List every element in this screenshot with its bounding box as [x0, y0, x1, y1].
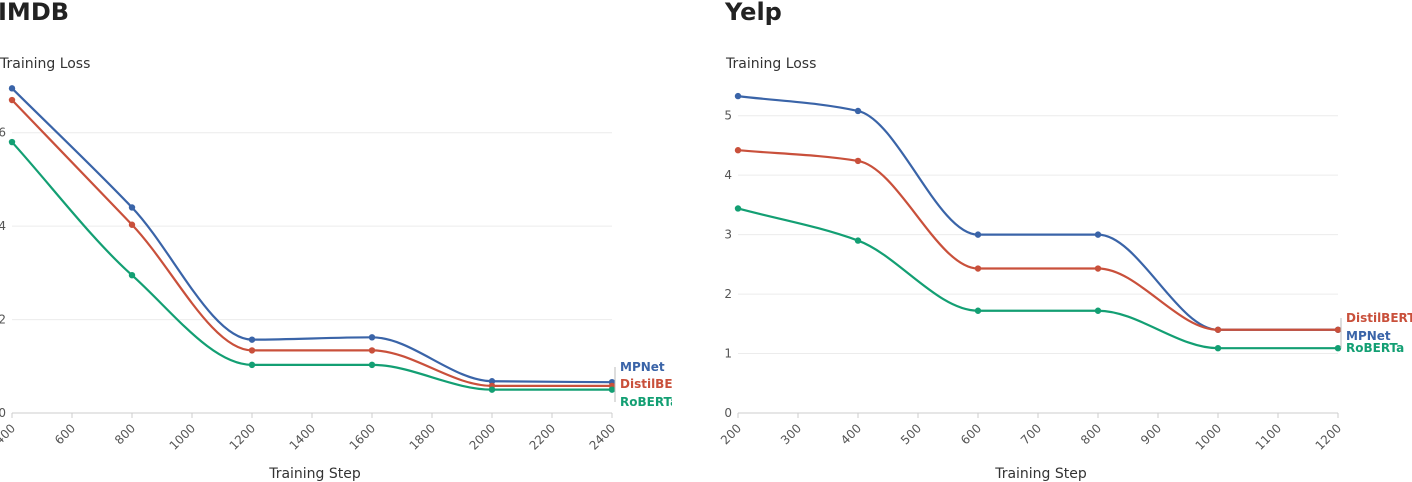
data-point-roberta — [1334, 344, 1342, 352]
imdb-chart-panel: IMDB Training Loss Training Step 0 2 4 6 400… — [0, 0, 690, 482]
legend-label-roberta: RoBERTa — [620, 395, 678, 409]
y-tick-label: 0 — [0, 406, 6, 420]
data-point-distilbert — [734, 147, 742, 154]
y-tick-label: 0 — [724, 406, 732, 420]
y-tick-label: 6 — [0, 126, 6, 140]
data-point-distilbert — [1214, 326, 1222, 333]
series-line-distilbert — [737, 149, 1338, 331]
x-tick-label: 300 — [778, 421, 804, 447]
data-point-roberta — [1214, 344, 1222, 352]
legend-label-mpnet: MPNet — [620, 360, 665, 374]
x-tick-label: 400 — [838, 421, 864, 447]
data-point-mpnet — [734, 92, 742, 100]
data-point-distilbert — [1094, 265, 1102, 272]
y-axis-title: Training Loss — [0, 56, 90, 72]
data-point-mpnet — [248, 336, 256, 343]
x-tick-label: 1200 — [227, 421, 258, 452]
series-line-mpnet — [737, 95, 1338, 331]
series-line-roberta — [737, 207, 1338, 350]
x-tick-label: 700 — [1018, 421, 1044, 447]
y-tick-label: 4 — [0, 219, 6, 233]
data-point-roberta — [128, 271, 136, 279]
data-point-roberta — [854, 237, 862, 244]
data-point-roberta — [488, 386, 496, 393]
y-tick-label: 2 — [0, 313, 6, 327]
y-tick-label: 4 — [724, 168, 732, 182]
data-point-roberta — [974, 307, 982, 314]
y-tick-label: 1 — [724, 347, 732, 361]
x-tick-label: 200 — [718, 421, 744, 447]
x-axis-title: Training Step — [268, 466, 361, 482]
y-tick-label: 2 — [724, 287, 732, 301]
x-tick-label: 800 — [1078, 421, 1104, 447]
data-point-roberta — [368, 361, 376, 369]
x-tick-label: 600 — [52, 421, 78, 447]
x-tick-label: 600 — [958, 421, 984, 447]
data-point-distilbert — [368, 347, 376, 354]
data-point-mpnet — [8, 85, 16, 92]
y-axis-title: Training Loss — [725, 56, 816, 72]
legend-label-distilbert: DistilBERT — [1346, 311, 1412, 325]
y-tick-label: 5 — [724, 109, 732, 123]
data-point-roberta — [608, 386, 616, 393]
x-axis-title: Training Step — [994, 466, 1087, 482]
data-point-distilbert — [248, 347, 256, 354]
legend-label-distilbert: DistilBERT — [620, 377, 690, 391]
x-tick-label: 1400 — [287, 421, 318, 452]
data-point-roberta — [248, 361, 256, 369]
data-point-distilbert — [128, 221, 136, 228]
data-point-mpnet — [854, 107, 862, 115]
chart-title: Yelp — [724, 0, 782, 26]
x-tick-label: 1600 — [347, 421, 378, 452]
yelp-chart-panel: Yelp Training Loss Training Step 0 1 2 3 4 5 2… — [718, 0, 1412, 482]
data-point-distilbert — [8, 96, 16, 104]
x-tick-label: 500 — [898, 421, 924, 447]
x-tick-label: 1200 — [1313, 421, 1344, 452]
data-point-mpnet — [974, 231, 982, 238]
data-point-roberta — [1094, 307, 1102, 314]
x-tick-label: 2400 — [587, 421, 618, 452]
x-tick-label: 400 — [0, 421, 18, 447]
x-tick-label: 1000 — [1193, 421, 1224, 452]
legend-label-mpnet: MPNet — [1346, 329, 1391, 343]
x-tick-label: 800 — [112, 421, 138, 447]
data-point-mpnet — [368, 334, 376, 341]
data-point-distilbert — [854, 157, 862, 165]
data-point-mpnet — [1094, 231, 1102, 238]
data-point-mpnet — [128, 204, 136, 211]
x-tick-label: 1800 — [407, 421, 438, 452]
x-tick-label: 1100 — [1253, 421, 1284, 452]
series-line-distilbert — [11, 99, 612, 388]
data-point-distilbert — [1334, 326, 1342, 333]
x-tick-label: 900 — [1138, 421, 1164, 447]
data-point-distilbert — [974, 265, 982, 272]
data-point-roberta — [8, 138, 16, 146]
y-tick-label: 3 — [724, 228, 732, 242]
x-tick-label: 1000 — [167, 421, 198, 452]
series-line-roberta — [11, 141, 612, 391]
x-tick-label: 2200 — [527, 421, 558, 452]
legend-label-roberta: RoBERTa — [1346, 341, 1404, 355]
data-point-mpnet — [488, 378, 496, 385]
x-tick-label: 2000 — [467, 421, 498, 452]
data-point-roberta — [734, 205, 742, 212]
chart-title: IMDB — [0, 0, 69, 26]
